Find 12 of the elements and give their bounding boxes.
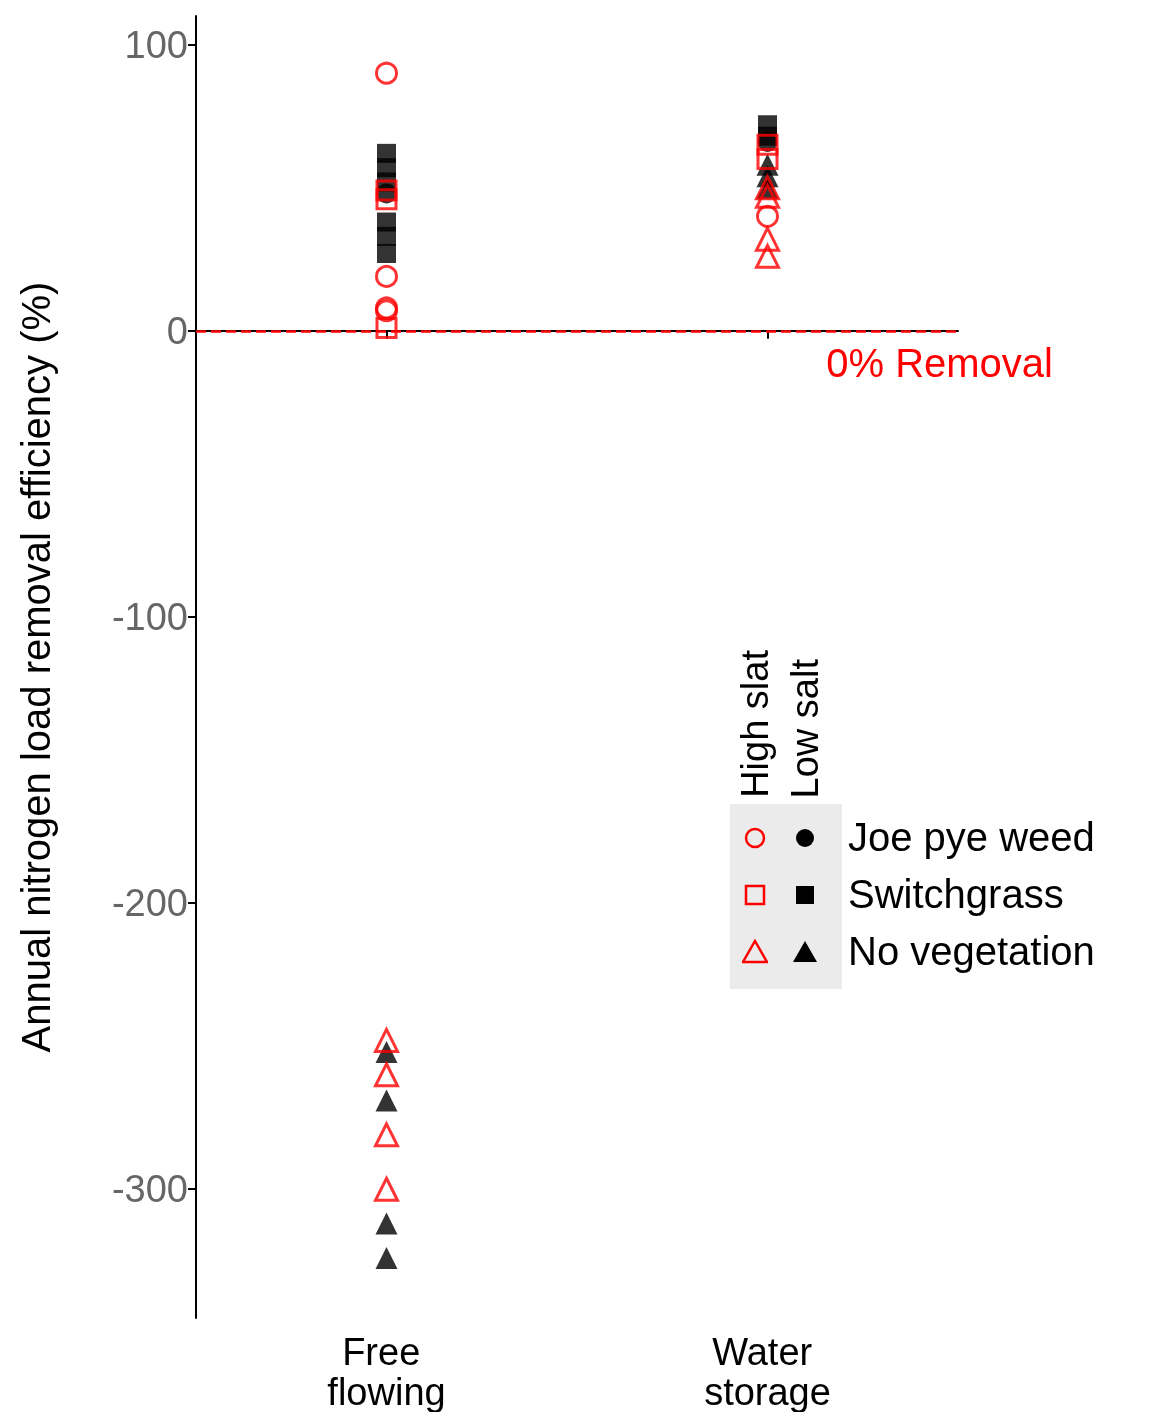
legend-label: Switchgrass (848, 872, 1064, 917)
y-tick-label: 100 (124, 23, 188, 66)
legend-label: No vegetation (848, 929, 1095, 974)
legend-label: Joe pye weed (848, 815, 1095, 860)
y-tick-label: -200 (111, 882, 188, 925)
y-tick-label: -100 (111, 595, 188, 638)
y-axis-title: Annual nitrogen load removal efficiency (%) (14, 281, 58, 1053)
annotation: High slat (733, 650, 777, 798)
y-tick-label: -300 (111, 1168, 188, 1211)
annotation: Low salt (783, 658, 827, 798)
y-tick-label: 0 (166, 309, 188, 352)
ref-line-label: 0% Removal (826, 340, 1053, 385)
